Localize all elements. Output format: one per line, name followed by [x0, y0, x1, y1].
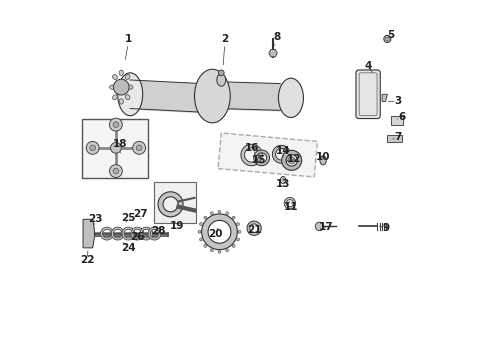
- Circle shape: [218, 250, 221, 253]
- Circle shape: [198, 230, 201, 233]
- Circle shape: [225, 249, 228, 252]
- FancyBboxPatch shape: [355, 70, 380, 118]
- Circle shape: [232, 244, 235, 247]
- Ellipse shape: [280, 176, 285, 184]
- Circle shape: [210, 212, 213, 215]
- Circle shape: [110, 143, 121, 153]
- Polygon shape: [218, 133, 317, 177]
- Ellipse shape: [119, 70, 123, 76]
- Circle shape: [203, 244, 206, 247]
- Text: 25: 25: [121, 212, 135, 222]
- Text: 23: 23: [88, 214, 102, 224]
- Circle shape: [236, 238, 239, 241]
- Polygon shape: [386, 135, 401, 143]
- Text: 27: 27: [133, 209, 148, 219]
- Text: 3: 3: [394, 96, 401, 107]
- Text: 1: 1: [124, 34, 132, 44]
- Text: 8: 8: [272, 32, 280, 42]
- Circle shape: [109, 118, 122, 131]
- Text: 16: 16: [244, 143, 259, 153]
- Circle shape: [132, 141, 145, 154]
- Circle shape: [218, 70, 224, 76]
- Circle shape: [199, 238, 202, 241]
- Text: 22: 22: [80, 255, 94, 265]
- Ellipse shape: [216, 74, 225, 86]
- Circle shape: [199, 223, 202, 226]
- Ellipse shape: [278, 78, 303, 117]
- Polygon shape: [390, 116, 403, 125]
- Circle shape: [113, 122, 119, 127]
- Circle shape: [287, 157, 295, 164]
- Ellipse shape: [194, 69, 230, 123]
- Text: 17: 17: [318, 222, 333, 232]
- Text: 5: 5: [386, 30, 394, 40]
- Text: 7: 7: [394, 132, 401, 142]
- Text: 21: 21: [246, 225, 261, 235]
- Ellipse shape: [112, 95, 117, 100]
- Ellipse shape: [319, 156, 325, 165]
- Circle shape: [238, 230, 241, 233]
- Text: 24: 24: [121, 243, 136, 253]
- Ellipse shape: [125, 95, 130, 100]
- Text: 28: 28: [150, 226, 165, 236]
- Circle shape: [113, 79, 129, 95]
- Text: 9: 9: [381, 223, 388, 233]
- Ellipse shape: [125, 75, 130, 80]
- Text: 20: 20: [207, 229, 222, 239]
- Text: 14: 14: [275, 147, 290, 157]
- Ellipse shape: [127, 85, 133, 89]
- Ellipse shape: [112, 75, 117, 80]
- Circle shape: [210, 249, 213, 252]
- Circle shape: [315, 222, 323, 231]
- Circle shape: [232, 216, 235, 219]
- Circle shape: [86, 141, 99, 154]
- Text: 18: 18: [113, 139, 127, 149]
- Circle shape: [225, 212, 228, 215]
- Text: 19: 19: [169, 221, 183, 231]
- Text: 6: 6: [397, 112, 405, 122]
- Circle shape: [109, 165, 122, 177]
- Circle shape: [218, 210, 221, 213]
- Text: 11: 11: [283, 202, 298, 212]
- Text: 12: 12: [286, 154, 301, 163]
- FancyBboxPatch shape: [154, 182, 195, 223]
- Text: 2: 2: [221, 34, 228, 44]
- Circle shape: [203, 216, 206, 219]
- Circle shape: [236, 223, 239, 226]
- Circle shape: [113, 168, 119, 174]
- Polygon shape: [381, 94, 386, 102]
- Ellipse shape: [118, 73, 142, 116]
- Circle shape: [383, 35, 390, 42]
- Text: 15: 15: [252, 156, 266, 165]
- FancyBboxPatch shape: [82, 119, 148, 178]
- Text: 13: 13: [275, 179, 290, 189]
- Text: 10: 10: [315, 152, 330, 162]
- Circle shape: [136, 145, 142, 151]
- Text: 4: 4: [363, 61, 371, 71]
- Ellipse shape: [119, 99, 123, 104]
- Polygon shape: [83, 219, 94, 248]
- Circle shape: [90, 145, 95, 151]
- Polygon shape: [268, 49, 277, 57]
- Text: 26: 26: [130, 232, 144, 242]
- Ellipse shape: [109, 85, 115, 89]
